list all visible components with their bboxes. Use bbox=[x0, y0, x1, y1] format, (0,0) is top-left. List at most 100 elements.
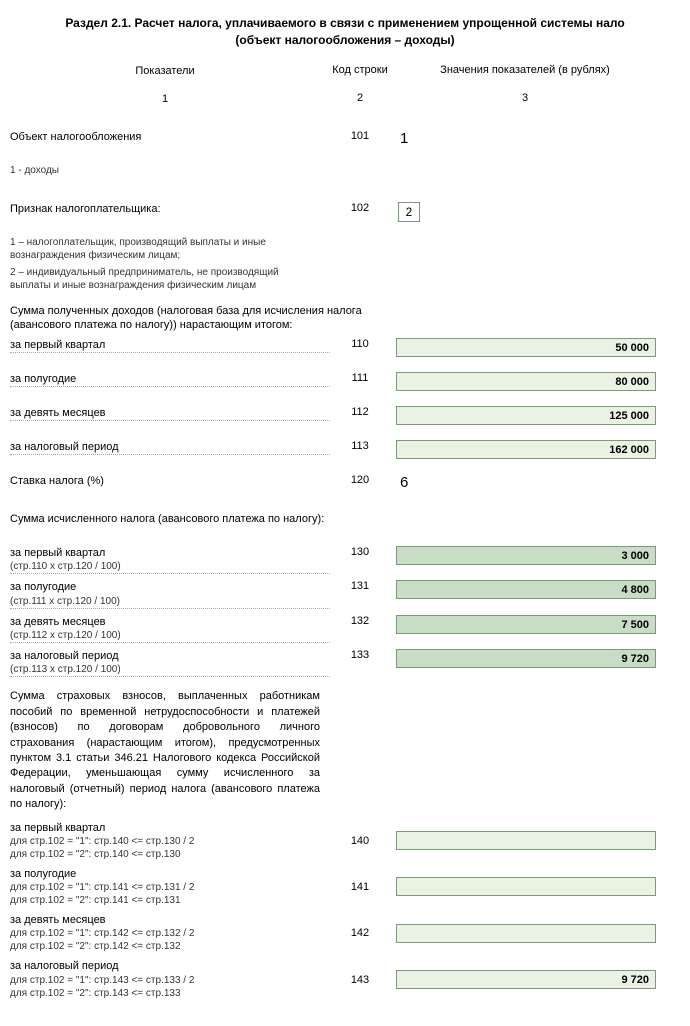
header-row-labels: Показатели Код строки Значения показател… bbox=[10, 64, 680, 92]
header-code: Код строки bbox=[330, 64, 390, 76]
sub2-142: для стр.102 = "2": стр.142 <= стр.132 bbox=[10, 940, 320, 953]
sub1-102: 1 – налогоплательщик, производящий выпла… bbox=[10, 236, 330, 262]
code-120: 120 bbox=[330, 474, 390, 486]
labelwrap-130: за первый квартал (стр.110 x стр.120 / 1… bbox=[10, 546, 330, 574]
value-143[interactable]: 9 720 bbox=[396, 970, 656, 989]
value-130[interactable]: 3 000 bbox=[396, 546, 656, 565]
code-102: 102 bbox=[330, 202, 390, 214]
valwrap-143: 9 720 bbox=[390, 970, 660, 989]
row-133: за налоговый период (стр.113 x стр.120 /… bbox=[10, 649, 680, 677]
value-142[interactable] bbox=[396, 924, 656, 943]
row-143: за налоговый период для стр.102 = "1": с… bbox=[10, 959, 680, 999]
row-112: за девять месяцев 112 125 000 bbox=[10, 406, 680, 434]
valwrap-130: 3 000 bbox=[390, 546, 660, 565]
label-102: Признак налогоплательщика: bbox=[10, 202, 330, 216]
sub2-102: 2 – индивидуальный предприниматель, не п… bbox=[10, 266, 330, 292]
valwrap-133: 9 720 bbox=[390, 649, 660, 668]
row-102: Признак налогоплательщика: 102 2 bbox=[10, 202, 680, 230]
valwrap-141 bbox=[390, 877, 660, 896]
row-131: за полугодие (стр.111 x стр.120 / 100) 1… bbox=[10, 580, 680, 608]
value-140[interactable] bbox=[396, 831, 656, 850]
sub1-142: для стр.102 = "1": стр.142 <= стр.132 / … bbox=[10, 927, 320, 940]
tax-form-page: Раздел 2.1. Расчет налога, уплачиваемого… bbox=[0, 0, 690, 1026]
tax-block-label-row: Сумма исчисленного налога (авансового пл… bbox=[10, 512, 680, 540]
sub-101: 1 - доходы bbox=[10, 164, 330, 177]
value-132[interactable]: 7 500 bbox=[396, 615, 656, 634]
valwrap-142 bbox=[390, 924, 660, 943]
header-n1: 1 bbox=[10, 92, 330, 106]
value-110[interactable]: 50 000 bbox=[396, 338, 656, 357]
row-130: за первый квартал (стр.110 x стр.120 / 1… bbox=[10, 546, 680, 574]
header-indicator: Показатели bbox=[10, 64, 330, 78]
header-n2: 2 bbox=[330, 92, 390, 104]
sub-132: (стр.112 x стр.120 / 100) bbox=[10, 629, 320, 642]
valwrap-131: 4 800 bbox=[390, 580, 660, 599]
sub1-141: для стр.102 = "1": стр.141 <= стр.131 / … bbox=[10, 881, 320, 894]
valwrap-110: 50 000 bbox=[390, 338, 660, 357]
value-141[interactable] bbox=[396, 877, 656, 896]
value-102-wrap: 2 bbox=[390, 202, 660, 222]
code-141: 141 bbox=[330, 881, 390, 893]
code-112: 112 bbox=[330, 406, 390, 418]
row-113: за налоговый период 113 162 000 bbox=[10, 440, 680, 468]
label-142: за девять месяцев bbox=[10, 913, 320, 927]
value-112[interactable]: 125 000 bbox=[396, 406, 656, 425]
code-143: 143 bbox=[330, 974, 390, 986]
labelwrap-140: за первый квартал для стр.102 = "1": стр… bbox=[10, 821, 330, 861]
labelwrap-131: за полугодие (стр.111 x стр.120 / 100) bbox=[10, 580, 330, 608]
value-101: 1 bbox=[390, 130, 670, 147]
sub2-140: для стр.102 = "2": стр.140 <= стр.130 bbox=[10, 848, 320, 861]
row-132: за девять месяцев (стр.112 x стр.120 / 1… bbox=[10, 615, 680, 643]
sub2-143: для стр.102 = "2": стр.143 <= стр.133 bbox=[10, 987, 320, 1000]
code-140: 140 bbox=[330, 835, 390, 847]
title-line-1: Раздел 2.1. Расчет налога, уплачиваемого… bbox=[65, 16, 624, 30]
income-block-label-row: Сумма полученных доходов (налоговая база… bbox=[10, 304, 680, 333]
tax-block-label: Сумма исчисленного налога (авансового пл… bbox=[10, 512, 380, 526]
label-140: за первый квартал bbox=[10, 821, 320, 835]
valwrap-111: 80 000 bbox=[390, 372, 660, 391]
valwrap-112: 125 000 bbox=[390, 406, 660, 425]
label-132: за девять месяцев bbox=[10, 615, 320, 629]
title-line-2: (объект налогообложения – доходы) bbox=[235, 33, 454, 47]
valwrap-113: 162 000 bbox=[390, 440, 660, 459]
header-n3: 3 bbox=[390, 92, 660, 104]
row-102-sub1: 1 – налогоплательщик, производящий выпла… bbox=[10, 236, 680, 264]
label-112: за девять месяцев bbox=[10, 406, 330, 421]
labelwrap-142: за девять месяцев для стр.102 = "1": стр… bbox=[10, 913, 330, 953]
value-113[interactable]: 162 000 bbox=[396, 440, 656, 459]
value-102[interactable]: 2 bbox=[398, 202, 420, 222]
valwrap-140 bbox=[390, 831, 660, 850]
code-132: 132 bbox=[330, 615, 390, 627]
sub-130: (стр.110 x стр.120 / 100) bbox=[10, 560, 320, 573]
row-101-sub: 1 - доходы bbox=[10, 164, 680, 192]
row-140: за первый квартал для стр.102 = "1": стр… bbox=[10, 821, 680, 861]
row-111: за полугодие 111 80 000 bbox=[10, 372, 680, 400]
label-120: Ставка налога (%) bbox=[10, 474, 330, 488]
income-block-label: Сумма полученных доходов (налоговая база… bbox=[10, 304, 380, 333]
value-120: 6 bbox=[390, 474, 670, 491]
code-131: 131 bbox=[330, 580, 390, 592]
label-143: за налоговый период bbox=[10, 959, 320, 973]
sub1-143: для стр.102 = "1": стр.143 <= стр.133 / … bbox=[10, 974, 320, 987]
label-101: Объект налогообложения bbox=[10, 130, 330, 144]
row-120: Ставка налога (%) 120 6 bbox=[10, 474, 680, 502]
label-111: за полугодие bbox=[10, 372, 330, 387]
insurance-block-label: Сумма страховых взносов, выплаченных раб… bbox=[10, 689, 320, 812]
row-101: Объект налогообложения 101 1 bbox=[10, 130, 680, 158]
value-111[interactable]: 80 000 bbox=[396, 372, 656, 391]
labelwrap-132: за девять месяцев (стр.112 x стр.120 / 1… bbox=[10, 615, 330, 643]
code-142: 142 bbox=[330, 927, 390, 939]
valwrap-132: 7 500 bbox=[390, 615, 660, 634]
code-133: 133 bbox=[330, 649, 390, 661]
labelwrap-143: за налоговый период для стр.102 = "1": с… bbox=[10, 959, 330, 999]
code-111: 111 bbox=[330, 372, 390, 384]
label-133: за налоговый период bbox=[10, 649, 320, 663]
value-131[interactable]: 4 800 bbox=[396, 580, 656, 599]
row-141: за полугодие для стр.102 = "1": стр.141 … bbox=[10, 867, 680, 907]
value-133[interactable]: 9 720 bbox=[396, 649, 656, 668]
code-130: 130 bbox=[330, 546, 390, 558]
code-101: 101 bbox=[330, 130, 390, 142]
row-142: за девять месяцев для стр.102 = "1": стр… bbox=[10, 913, 680, 953]
code-110: 110 bbox=[330, 338, 390, 350]
form-title: Раздел 2.1. Расчет налога, уплачиваемого… bbox=[10, 15, 680, 49]
